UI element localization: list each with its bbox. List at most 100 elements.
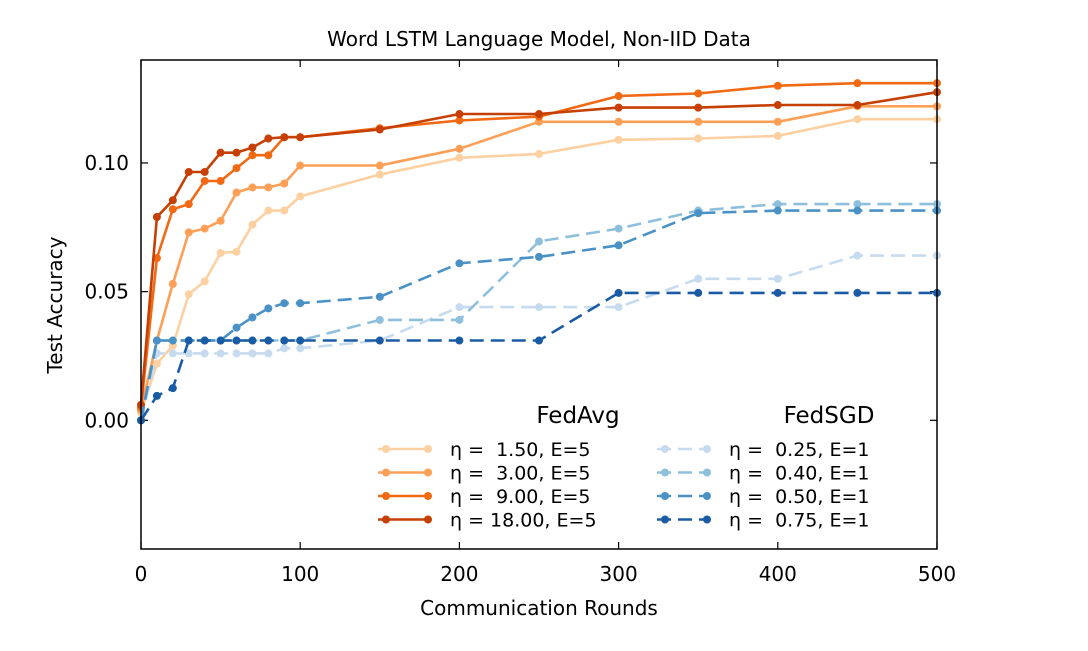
data-point [455,153,464,162]
legend-label: η = 3.00, E=5 [450,463,590,485]
legend-label: η = 1.50, E=5 [450,439,590,461]
data-point [853,200,862,209]
data-point [296,133,305,142]
data-point [280,206,289,215]
x-tick-label: 0 [135,562,148,586]
legend-marker [382,515,390,524]
data-point [773,288,782,297]
data-point [264,304,273,313]
plot-area: 0 100 200 300 400 500 0.00 0.05 0.10 [84,59,956,586]
legend-marker [424,515,432,524]
data-point [184,336,193,345]
data-point [232,148,241,157]
data-point [200,176,209,185]
data-point [694,117,703,126]
data-point [535,237,543,246]
data-point [694,89,703,98]
data-point [853,101,862,110]
data-point [184,228,193,237]
data-point [455,116,464,125]
data-point [773,131,782,140]
data-point [168,279,177,288]
data-point [280,299,289,308]
legend-marker [703,468,711,477]
legend-marker [703,445,711,453]
data-point [773,274,782,283]
data-point [216,148,225,157]
data-point [296,161,305,170]
data-point [535,110,543,119]
legend-marker [661,515,669,524]
data-point [184,167,193,176]
data-point [232,164,241,173]
data-point [248,151,257,160]
data-point [375,336,384,345]
x-tick-label: 100 [281,562,319,586]
legend-marker [424,445,432,453]
legend-label: η = 0.40, E=1 [729,463,869,485]
data-point [853,288,862,297]
data-point [168,349,177,358]
data-point [455,303,464,312]
data-point [232,349,241,358]
legend-marker [661,468,669,477]
data-point [200,277,209,286]
data-point [694,103,703,112]
data-point [232,247,241,256]
data-point [535,303,543,312]
data-point [216,349,225,358]
data-point [200,336,209,345]
data-point [152,212,161,221]
data-point [773,81,782,90]
data-point [853,115,862,124]
data-point [614,303,623,312]
x-tick-label: 200 [440,562,478,586]
data-point [455,110,464,119]
data-point [614,241,623,250]
data-point [455,336,464,345]
data-point [216,336,225,345]
data-point [184,200,193,209]
data-point [535,149,543,158]
data-point [216,216,225,225]
data-point [248,349,257,358]
y-tick-label: 0.05 [84,280,129,304]
legend-heading: FedAvg [536,403,619,429]
legend-heading: FedSGD [784,403,875,429]
data-point [152,391,161,400]
data-point [694,288,703,297]
data-point [773,206,782,215]
data-point [773,200,782,209]
data-point [200,167,209,176]
data-point [280,133,289,142]
data-point [200,224,209,233]
data-point [248,183,257,192]
chart-title: Word LSTM Language Model, Non-IID Data [327,27,751,51]
legend-marker [703,492,711,500]
data-point [614,224,623,233]
data-point [455,259,464,268]
data-point [455,144,464,153]
legend-marker [382,492,390,500]
series-line [139,90,938,406]
data-point [375,161,384,170]
legend: FedAvg η = 1.50, E=5η = 3.00, E=5η = 9.00… [378,403,874,532]
data-point [168,336,177,345]
data-point [152,359,161,368]
data-point [853,206,862,215]
y-tick-label: 0.10 [84,151,129,175]
data-point [455,315,464,324]
data-point [264,183,273,192]
x-tick-label: 400 [759,562,797,586]
legend-label: η = 9.00, E=5 [450,486,590,508]
data-point [264,134,273,143]
data-point [853,251,862,260]
data-point [773,101,782,110]
legend-marker [382,468,390,477]
data-point [375,125,384,134]
data-point [168,205,177,214]
data-point [694,209,703,218]
data-point [296,344,305,353]
